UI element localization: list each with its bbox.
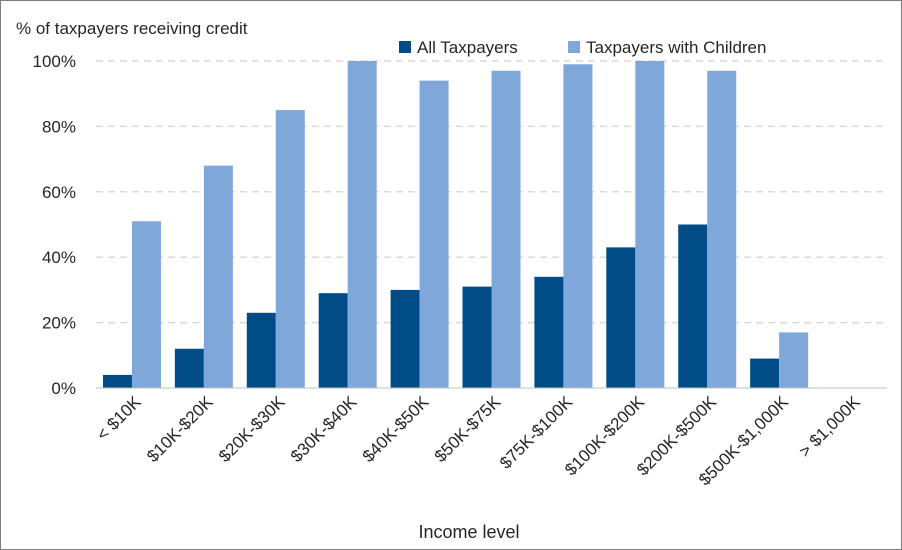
bar — [390, 289, 420, 388]
legend: All Taxpayers Taxpayers with Children — [399, 38, 766, 57]
y-tick-label: 0% — [51, 379, 76, 398]
bar — [462, 286, 492, 388]
y-tick-label: 80% — [42, 117, 76, 136]
x-tick-labels: < $10K$10K-$20K$20K-$30K$30K-$40K$40K-$5… — [93, 392, 864, 489]
bar — [203, 165, 233, 388]
x-tick-label: $50K-$75K — [431, 392, 505, 466]
bar — [275, 110, 305, 389]
bar — [635, 61, 665, 388]
legend-swatch — [399, 41, 411, 53]
legend-label: Taxpayers with Children — [586, 38, 766, 57]
bar — [174, 348, 204, 388]
x-tick-label: < $10K — [93, 392, 145, 444]
bars — [102, 61, 809, 389]
bar — [318, 293, 348, 388]
legend-swatch — [568, 41, 580, 53]
x-tick-label: $40K-$50K — [359, 392, 433, 466]
y-tick-labels: 0% 20% 40% 60% 80% 100% — [33, 52, 76, 398]
bar — [707, 70, 737, 388]
x-tick-label: $75K-$100K — [496, 392, 577, 473]
x-tick-label: $10K-$20K — [143, 392, 217, 466]
x-axis-title: Income level — [418, 522, 519, 542]
x-tick-label: > $1,000K — [795, 392, 864, 461]
bar — [779, 332, 809, 388]
bar — [534, 276, 564, 388]
x-tick-label: $30K-$40K — [287, 392, 361, 466]
legend-label: All Taxpayers — [417, 38, 518, 57]
bar — [246, 312, 276, 388]
y-tick-label: 40% — [42, 248, 76, 267]
bar — [750, 358, 780, 388]
x-tick-label: $20K-$30K — [215, 392, 289, 466]
y-tick-label: 60% — [42, 183, 76, 202]
y-tick-label: 100% — [33, 52, 76, 71]
y-tick-label: 20% — [42, 314, 76, 333]
bar — [678, 224, 708, 388]
y-axis-label: % of taxpayers receiving credit — [16, 19, 248, 38]
bar — [419, 80, 449, 389]
bar — [102, 374, 132, 388]
bar — [606, 247, 636, 388]
bar — [563, 64, 593, 388]
bar — [131, 221, 161, 388]
bar — [491, 70, 521, 388]
bar — [347, 61, 377, 388]
